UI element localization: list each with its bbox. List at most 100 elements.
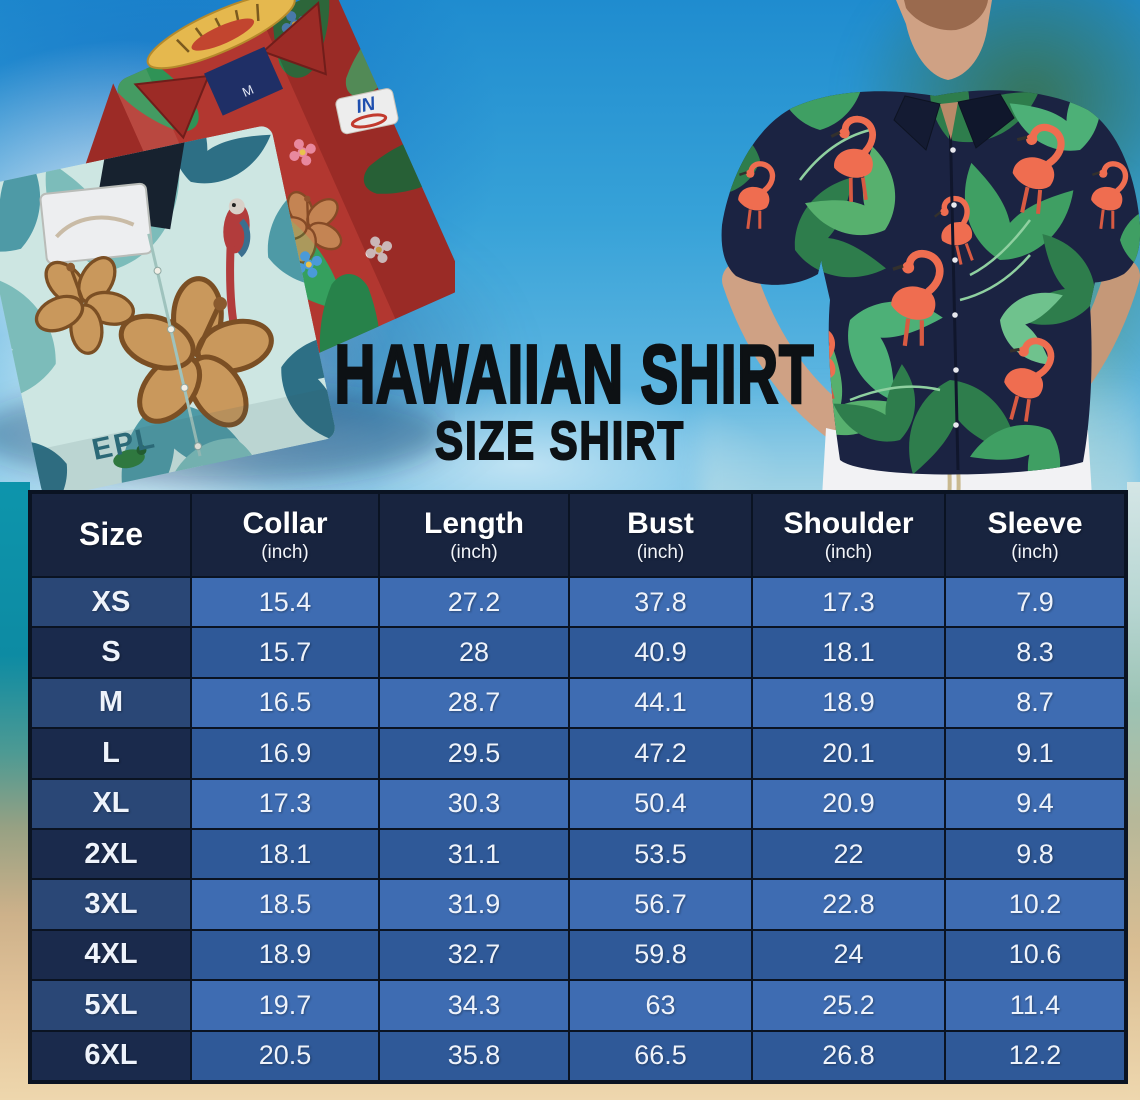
value-cell: 18.1: [752, 627, 945, 678]
value-cell: 35.8: [379, 1030, 569, 1081]
jaw-shadow: [904, 0, 988, 31]
value-cell: 31.1: [379, 828, 569, 880]
collar-flap: [957, 93, 1015, 149]
value-cell: 20.5: [191, 1030, 379, 1081]
header-cell: Length (inch): [379, 493, 569, 577]
value-cell: 27.2: [379, 577, 569, 628]
sleeve-logo-patch: IN: [335, 88, 399, 135]
value-cell: 8.7: [945, 677, 1125, 729]
collar-size-label: [204, 46, 284, 116]
column-label: Collar: [242, 506, 328, 540]
header-cell: Sleeve (inch): [945, 493, 1125, 577]
model-photo: [721, 0, 1140, 497]
column-unit: (inch): [1011, 541, 1059, 563]
page-subtitle: SIZE SHIRT: [434, 411, 685, 472]
value-cell: 9.1: [945, 728, 1125, 779]
value-cell: 28.7: [379, 677, 569, 729]
value-cell: 50.4: [569, 778, 752, 829]
page-title: HAWAIIAN SHIRT: [333, 328, 815, 421]
value-cell: 30.3: [379, 778, 569, 829]
value-cell: 29.5: [379, 728, 569, 779]
value-cell: 16.9: [191, 728, 379, 779]
value-cell: 9.4: [945, 778, 1125, 829]
value-cell: 19.7: [191, 980, 379, 1031]
header-cell: Shoulder (inch): [752, 493, 945, 577]
column-label: Size: [78, 516, 144, 552]
collar-flap: [893, 95, 941, 151]
value-cell: 15.7: [191, 627, 379, 678]
size-cell: XL: [31, 778, 191, 829]
value-cell: 24: [752, 929, 945, 981]
size-chart-grid: Size Collar (inch) Length (inch) Bust (i…: [31, 493, 1125, 1081]
title-block: HAWAIIAN SHIRT SIZE SHIRT: [285, 329, 835, 472]
value-cell: 59.8: [569, 929, 752, 981]
value-cell: 18.1: [191, 828, 379, 880]
beach-edge-left: [0, 482, 30, 1100]
header-cell: Bust (inch): [569, 493, 752, 577]
value-cell: 17.3: [191, 778, 379, 829]
size-cell: 6XL: [31, 1030, 191, 1081]
value-cell: 47.2: [569, 728, 752, 779]
model-left-arm: [722, 262, 868, 450]
bird-motif: [113, 445, 147, 469]
value-cell: 53.5: [569, 828, 752, 880]
value-cell: 15.4: [191, 577, 379, 628]
column-unit: (inch): [450, 541, 498, 563]
column-label: Bust: [627, 506, 694, 540]
value-cell: 7.9: [945, 577, 1125, 628]
size-cell: 3XL: [31, 879, 191, 930]
column-label: Length: [424, 506, 524, 540]
value-cell: 17.3: [752, 577, 945, 628]
value-cell: 8.3: [945, 627, 1125, 678]
value-cell: 25.2: [752, 980, 945, 1031]
button-placket: [948, 114, 960, 471]
value-cell: 11.4: [945, 980, 1125, 1031]
value-cell: 20.9: [752, 778, 945, 829]
value-cell: 10.2: [945, 879, 1125, 930]
value-cell: 10.6: [945, 929, 1125, 981]
value-cell: 20.1: [752, 728, 945, 779]
column-label: Shoulder: [783, 506, 914, 540]
value-cell: 22.8: [752, 879, 945, 930]
folded-shirts-photo: IN M: [0, 0, 455, 492]
value-cell: 63: [569, 980, 752, 1031]
value-cell: 18.5: [191, 879, 379, 930]
chest-skin: [940, 102, 958, 140]
header-cell: Size: [31, 493, 191, 577]
value-cell: 22: [752, 828, 945, 880]
size-cell: 5XL: [31, 980, 191, 1031]
value-cell: 66.5: [569, 1030, 752, 1081]
value-cell: 16.5: [191, 677, 379, 729]
beach-edge-right: [1127, 482, 1140, 1100]
column-unit: (inch): [261, 541, 309, 563]
value-cell: 18.9: [752, 677, 945, 729]
value-cell: 32.7: [379, 929, 569, 981]
value-cell: 26.8: [752, 1030, 945, 1081]
size-cell: 2XL: [31, 828, 191, 880]
collar-flap: [133, 74, 210, 140]
header-cell: Collar (inch): [191, 493, 379, 577]
value-cell: 9.8: [945, 828, 1125, 880]
value-cell: 34.3: [379, 980, 569, 1031]
value-cell: 37.8: [569, 577, 752, 628]
chest-pocket: [39, 182, 154, 265]
value-cell: 28: [379, 627, 569, 678]
collar-flap: [261, 1, 327, 76]
size-cell: S: [31, 627, 191, 678]
column-unit: (inch): [636, 541, 685, 563]
value-cell: 56.7: [569, 879, 752, 930]
column-label: Sleeve: [987, 506, 1083, 540]
column-unit: (inch): [824, 541, 873, 563]
size-cell: M: [31, 677, 191, 729]
parrot-motif: [223, 198, 251, 335]
value-cell: 40.9: [569, 627, 752, 678]
size-cell: 4XL: [31, 929, 191, 981]
teal-shirt: EPL: [0, 124, 338, 492]
size-chart-table: Size Collar (inch) Length (inch) Bust (i…: [28, 490, 1128, 1084]
value-cell: 44.1: [569, 677, 752, 729]
size-cell: XS: [31, 577, 191, 628]
value-cell: 31.9: [379, 879, 569, 930]
value-cell: 12.2: [945, 1030, 1125, 1081]
size-cell: L: [31, 728, 191, 779]
